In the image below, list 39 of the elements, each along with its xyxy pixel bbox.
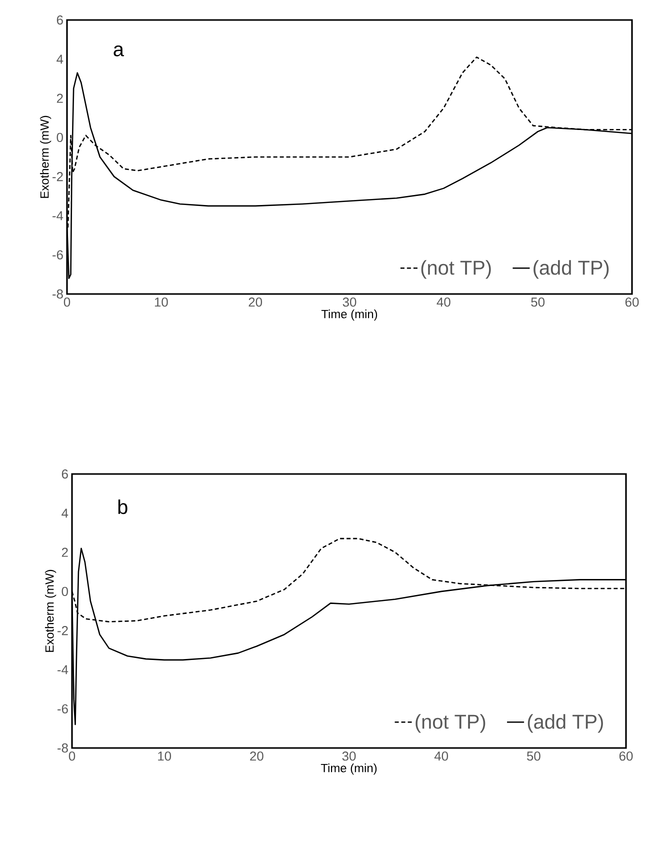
annotation: b [118, 499, 128, 514]
y-tick-label: 4 [56, 54, 64, 64]
x-tick-label: 50 [526, 752, 540, 761]
x-axis-title: Time (min) [321, 310, 378, 321]
y-tick-label: -4 [52, 211, 64, 220]
x-tick-label: 30 [342, 298, 356, 307]
y-tick-label: -2 [58, 626, 68, 636]
x-tick-label: 60 [625, 298, 639, 307]
y-tick-label: 2 [56, 94, 63, 103]
x-tick-label: 40 [434, 752, 448, 761]
y-tick-label: 6 [56, 15, 63, 25]
x-axis-title: Time (min) [320, 764, 377, 775]
legend-label: (add TP) [528, 714, 603, 733]
x-tick-label: 60 [619, 752, 633, 761]
legend-label: (add TP) [534, 260, 609, 279]
y-tick-label: -4 [58, 665, 68, 674]
x-tick-label: 30 [342, 752, 356, 761]
y-axis-title: Exotherm (mW) [40, 116, 52, 198]
y-tick-label: -8 [58, 743, 68, 753]
y-tick-label: 6 [62, 469, 68, 479]
y-tick-label: 0 [62, 586, 68, 596]
y-tick-label: -6 [58, 704, 68, 714]
y-tick-label: 4 [62, 508, 68, 518]
y-tick-label: -8 [52, 289, 63, 299]
x-tick-label: 40 [436, 298, 450, 307]
x-tick-label: 50 [531, 298, 545, 307]
annotation: a [114, 45, 124, 56]
x-tick-label: 20 [248, 298, 262, 307]
legend-label: (not TP) [421, 260, 491, 279]
x-tick-label: 20 [250, 752, 264, 761]
legend-label: (not TP) [416, 714, 486, 733]
x-tick-label: 0 [68, 752, 76, 761]
y-tick-label: -6 [52, 250, 63, 260]
y-tick-label: 2 [62, 548, 68, 557]
x-tick-label: 10 [158, 752, 172, 761]
y-tick-label: -2 [52, 172, 63, 182]
y-axis-title: Exotherm (mW) [44, 570, 56, 652]
y-tick-label: 0 [56, 132, 63, 142]
x-tick-label: 10 [154, 298, 168, 307]
